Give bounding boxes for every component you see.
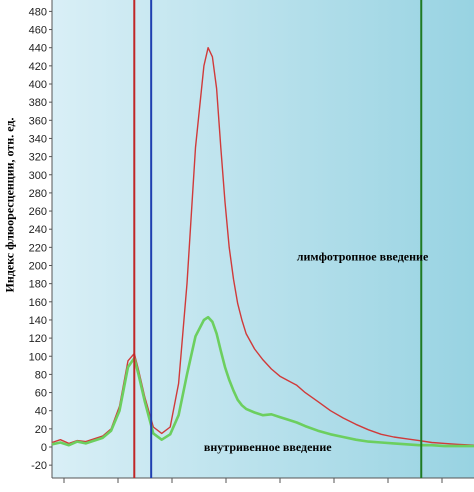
y-tick-label: 400 [29,79,47,91]
y-tick-label: 100 [29,351,47,363]
y-tick-label: 260 [29,206,47,218]
series-green-line [51,315,474,448]
y-tick-label: 80 [35,369,47,381]
y-tick-label: 280 [29,188,47,200]
y-tick-label: 380 [29,97,47,109]
y-tick-label: 220 [29,242,47,254]
y-tick-label: 340 [29,133,47,145]
y-tick-label: 480 [29,6,47,18]
y-axis-label: Индекс флюоресценции, отн. ед. [2,117,17,293]
y-tick-label: 120 [29,333,47,345]
annotation-2: внутривенное введение [204,440,332,454]
y-tick-label: 360 [29,115,47,127]
y-tick-label: 20 [35,424,47,436]
annotation-1: лимфотропное введение [297,249,429,263]
y-tick-label: -20 [31,460,47,472]
y-tick-label: 320 [29,152,47,164]
y-tick-label: 60 [35,388,47,400]
y-tick-label: 420 [29,61,47,73]
y-tick-label: 240 [29,224,47,236]
y-tick-label: 180 [29,279,47,291]
y-tick-label: 300 [29,170,47,182]
y-tick-label: 460 [29,25,47,37]
y-tick-label: 160 [29,297,47,309]
plot-background [52,0,474,478]
y-tick-label: 0 [41,442,47,454]
y-tick-label: 200 [29,261,47,273]
y-tick-label: 440 [29,43,47,55]
y-tick-label: 40 [35,406,47,418]
y-axis-label-wrap: Индекс флюоресценции, отн. ед. [0,0,20,487]
y-tick-label: 140 [29,315,47,327]
